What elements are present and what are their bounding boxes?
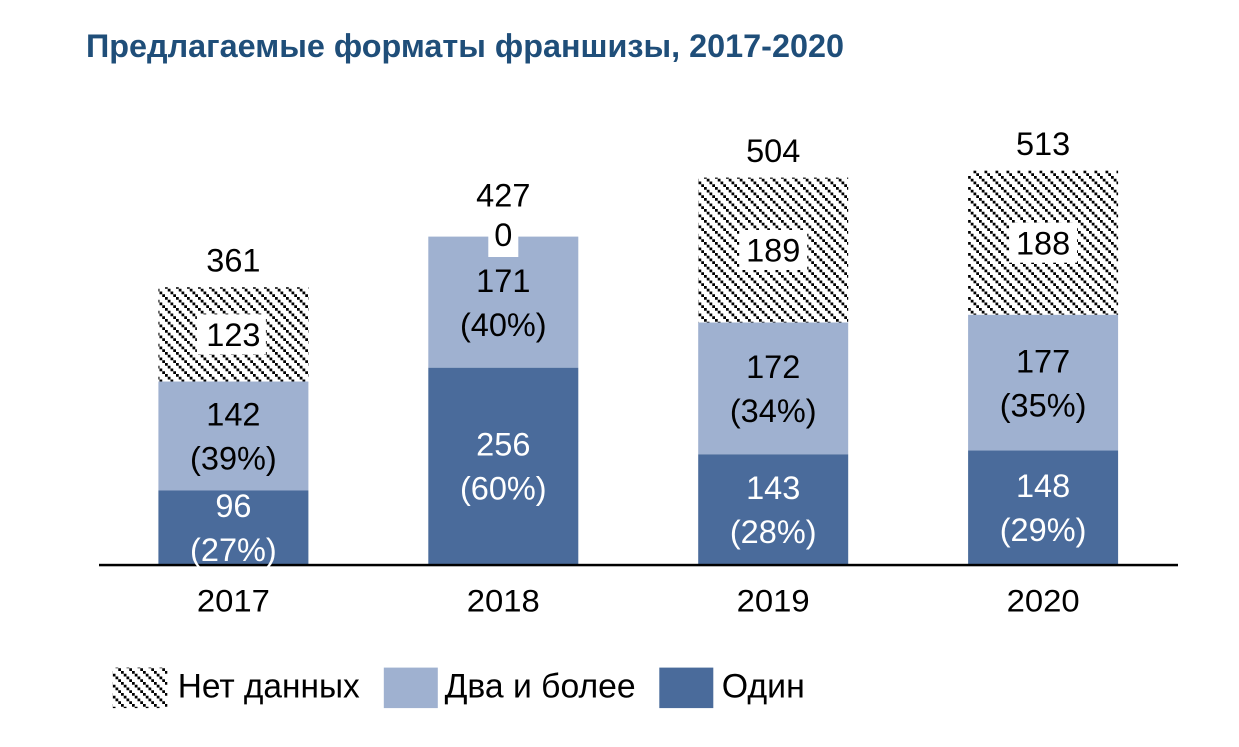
svg-text:142: 142 [206, 397, 260, 433]
svg-text:(28%): (28%) [730, 514, 817, 550]
svg-text:(35%): (35%) [1000, 387, 1087, 423]
svg-text:Нет данных: Нет данных [178, 668, 360, 706]
svg-text:(29%): (29%) [1000, 512, 1087, 548]
svg-text:(27%): (27%) [190, 532, 277, 568]
svg-text:Один: Один [722, 668, 805, 706]
svg-text:(40%): (40%) [460, 307, 547, 343]
svg-text:189: 189 [746, 233, 800, 269]
svg-text:Предлагаемые форматы франшизы,: Предлагаемые форматы франшизы, 2017-2020 [86, 28, 844, 64]
svg-text:2017: 2017 [197, 583, 270, 619]
svg-text:2019: 2019 [737, 583, 810, 619]
svg-text:427: 427 [476, 178, 530, 214]
svg-text:188: 188 [1016, 225, 1070, 261]
svg-text:(39%): (39%) [190, 441, 277, 477]
svg-text:96: 96 [215, 488, 251, 524]
svg-text:171: 171 [476, 263, 530, 299]
svg-text:513: 513 [1016, 126, 1070, 162]
svg-text:Два и более: Два и более [445, 668, 636, 706]
svg-text:2018: 2018 [467, 583, 540, 619]
svg-text:123: 123 [206, 317, 260, 353]
svg-text:148: 148 [1016, 468, 1070, 504]
svg-text:143: 143 [746, 470, 800, 506]
svg-text:256: 256 [476, 427, 530, 463]
svg-text:(60%): (60%) [460, 471, 547, 507]
svg-text:172: 172 [746, 349, 800, 385]
svg-text:(34%): (34%) [730, 393, 817, 429]
svg-text:504: 504 [746, 133, 800, 169]
svg-text:0: 0 [494, 217, 512, 253]
svg-text:361: 361 [206, 242, 260, 278]
svg-text:2020: 2020 [1007, 583, 1080, 619]
svg-text:177: 177 [1016, 344, 1070, 380]
